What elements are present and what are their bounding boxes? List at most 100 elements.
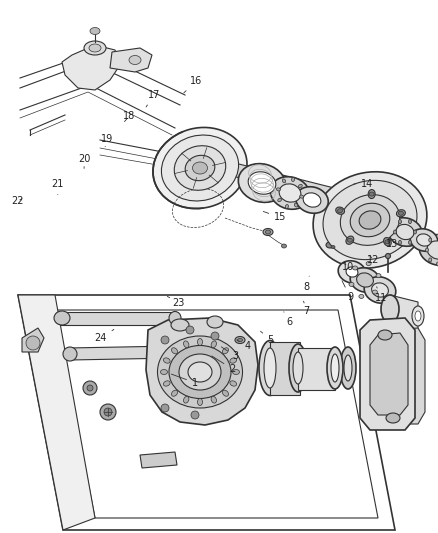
Ellipse shape bbox=[263, 229, 273, 236]
Circle shape bbox=[100, 404, 116, 420]
Ellipse shape bbox=[338, 209, 343, 213]
Ellipse shape bbox=[412, 306, 424, 326]
Ellipse shape bbox=[384, 238, 391, 246]
Circle shape bbox=[87, 385, 93, 391]
Ellipse shape bbox=[385, 254, 391, 259]
Ellipse shape bbox=[207, 316, 223, 328]
Ellipse shape bbox=[223, 348, 229, 354]
Ellipse shape bbox=[347, 238, 352, 242]
Circle shape bbox=[104, 408, 112, 416]
Ellipse shape bbox=[429, 258, 432, 262]
Ellipse shape bbox=[346, 267, 358, 277]
Ellipse shape bbox=[283, 179, 286, 183]
Ellipse shape bbox=[371, 283, 389, 297]
Polygon shape bbox=[215, 158, 355, 205]
Ellipse shape bbox=[153, 127, 247, 208]
Text: 18: 18 bbox=[123, 111, 135, 122]
Ellipse shape bbox=[276, 188, 280, 191]
Text: 24: 24 bbox=[95, 329, 114, 343]
Ellipse shape bbox=[413, 230, 417, 234]
Polygon shape bbox=[55, 310, 378, 518]
Ellipse shape bbox=[55, 311, 65, 325]
Text: 8: 8 bbox=[304, 276, 310, 292]
Ellipse shape bbox=[303, 193, 321, 207]
Text: 4: 4 bbox=[237, 340, 251, 351]
Polygon shape bbox=[18, 295, 95, 530]
Ellipse shape bbox=[399, 240, 402, 245]
Ellipse shape bbox=[169, 346, 181, 359]
Ellipse shape bbox=[357, 273, 374, 287]
Ellipse shape bbox=[169, 345, 231, 399]
Ellipse shape bbox=[129, 55, 141, 64]
Ellipse shape bbox=[344, 355, 352, 381]
Ellipse shape bbox=[427, 241, 438, 259]
Polygon shape bbox=[370, 333, 408, 415]
Ellipse shape bbox=[386, 413, 400, 423]
Text: 10: 10 bbox=[342, 262, 354, 271]
Ellipse shape bbox=[158, 336, 243, 408]
Ellipse shape bbox=[388, 218, 422, 246]
Ellipse shape bbox=[172, 348, 177, 354]
Ellipse shape bbox=[323, 180, 417, 260]
Text: 17: 17 bbox=[146, 90, 160, 107]
Ellipse shape bbox=[296, 187, 328, 213]
Circle shape bbox=[26, 336, 40, 350]
Ellipse shape bbox=[300, 195, 304, 198]
Polygon shape bbox=[298, 348, 335, 390]
Ellipse shape bbox=[161, 135, 239, 201]
Ellipse shape bbox=[417, 234, 431, 246]
Ellipse shape bbox=[89, 44, 101, 52]
Ellipse shape bbox=[378, 330, 392, 340]
Ellipse shape bbox=[211, 397, 216, 403]
Polygon shape bbox=[390, 295, 418, 330]
Ellipse shape bbox=[198, 338, 202, 345]
Ellipse shape bbox=[278, 198, 282, 201]
Ellipse shape bbox=[289, 344, 307, 392]
Ellipse shape bbox=[336, 207, 345, 214]
Text: 21: 21 bbox=[52, 179, 64, 195]
Ellipse shape bbox=[409, 220, 411, 224]
Text: 13: 13 bbox=[386, 239, 398, 249]
Polygon shape bbox=[270, 342, 300, 395]
Ellipse shape bbox=[396, 209, 405, 217]
Ellipse shape bbox=[372, 290, 378, 294]
Ellipse shape bbox=[235, 336, 245, 343]
Ellipse shape bbox=[84, 41, 106, 55]
Ellipse shape bbox=[184, 397, 189, 403]
Polygon shape bbox=[62, 45, 120, 90]
Text: 6: 6 bbox=[284, 312, 292, 327]
Ellipse shape bbox=[63, 347, 77, 361]
Text: 5: 5 bbox=[261, 331, 274, 345]
Text: 23: 23 bbox=[167, 296, 185, 308]
Ellipse shape bbox=[188, 362, 212, 382]
Ellipse shape bbox=[185, 155, 215, 181]
Ellipse shape bbox=[285, 205, 289, 208]
Polygon shape bbox=[22, 328, 44, 352]
Circle shape bbox=[161, 336, 169, 344]
Ellipse shape bbox=[299, 184, 302, 188]
Ellipse shape bbox=[233, 369, 240, 375]
Ellipse shape bbox=[293, 352, 303, 384]
Text: 20: 20 bbox=[78, 154, 90, 168]
Circle shape bbox=[161, 404, 169, 412]
Ellipse shape bbox=[184, 341, 189, 348]
Ellipse shape bbox=[163, 381, 170, 386]
Ellipse shape bbox=[331, 354, 339, 382]
Ellipse shape bbox=[331, 246, 335, 248]
Text: 14: 14 bbox=[354, 179, 373, 189]
Text: 7: 7 bbox=[304, 301, 310, 316]
Ellipse shape bbox=[313, 172, 427, 268]
Ellipse shape bbox=[359, 294, 364, 298]
Ellipse shape bbox=[393, 230, 396, 234]
Ellipse shape bbox=[264, 348, 276, 388]
Polygon shape bbox=[18, 295, 395, 530]
Ellipse shape bbox=[248, 172, 276, 194]
Polygon shape bbox=[382, 328, 425, 424]
Ellipse shape bbox=[327, 347, 343, 389]
Ellipse shape bbox=[338, 261, 366, 283]
Polygon shape bbox=[110, 48, 152, 72]
Polygon shape bbox=[140, 452, 177, 468]
Ellipse shape bbox=[340, 195, 400, 245]
Ellipse shape bbox=[270, 177, 310, 209]
Ellipse shape bbox=[54, 311, 70, 325]
